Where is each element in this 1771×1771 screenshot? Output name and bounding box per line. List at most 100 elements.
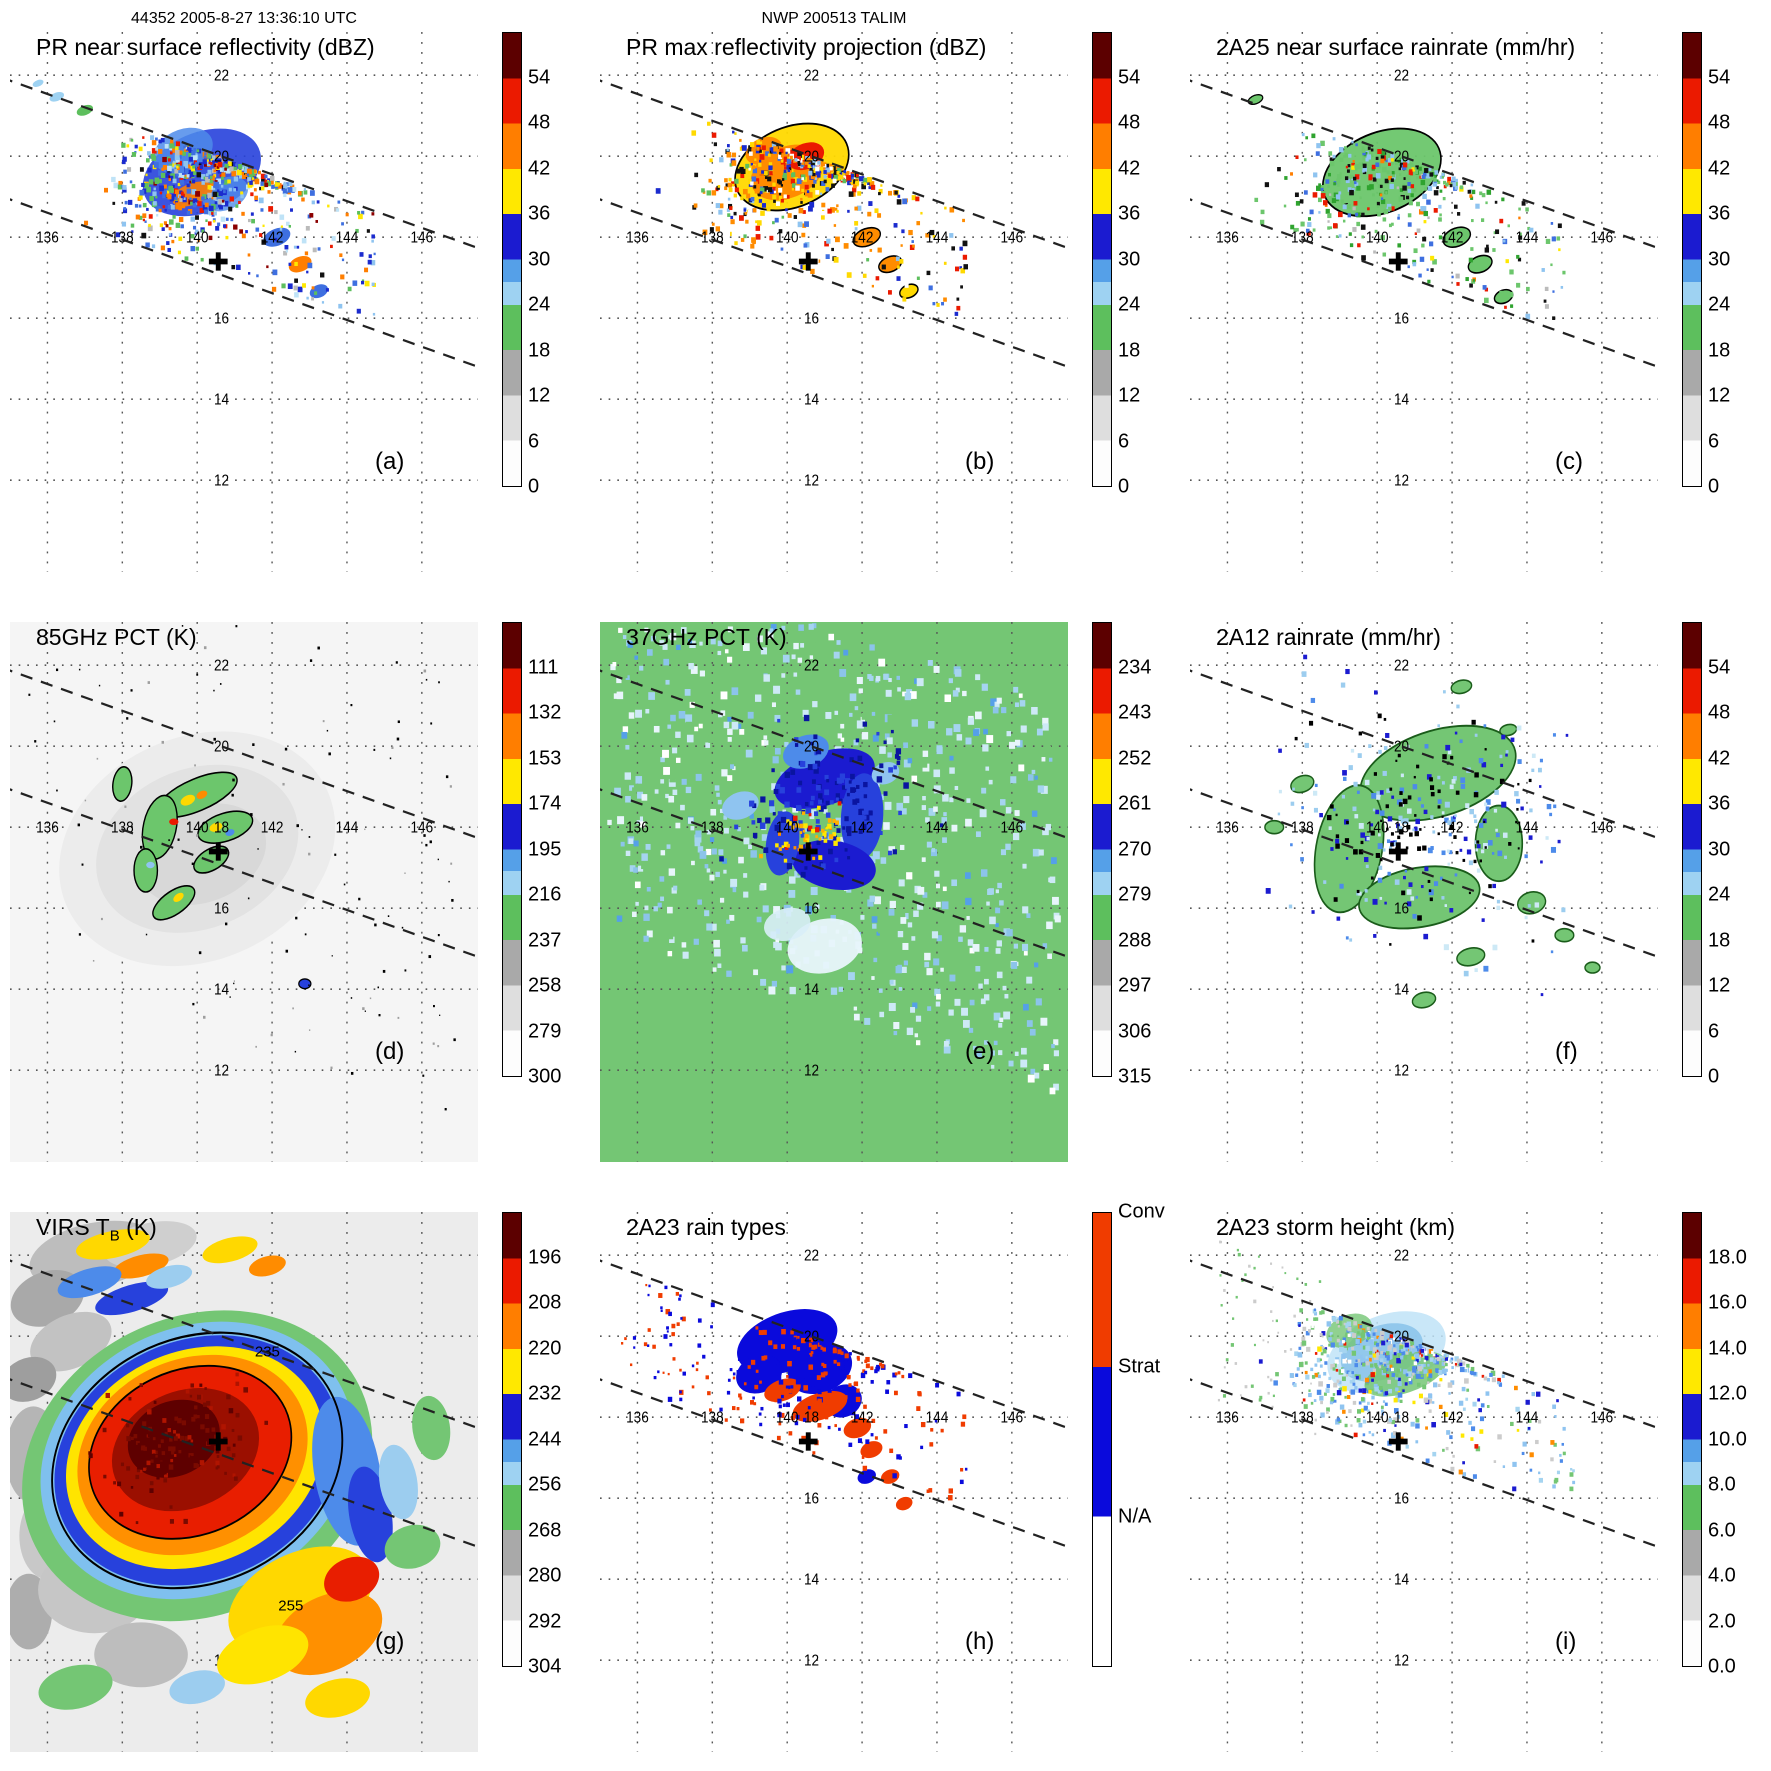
svg-text:140: 140 <box>186 820 209 837</box>
svg-text:142: 142 <box>261 230 284 247</box>
colorbar-tick-label: 10.0 <box>1708 1428 1747 1450</box>
svg-text:144: 144 <box>1516 1410 1539 1427</box>
svg-text:146: 146 <box>1001 1410 1024 1427</box>
panel-title-g: VIRS TB (K) <box>36 1214 157 1245</box>
colorbar-tick-label: 315 <box>1118 1065 1152 1088</box>
map-a: 136 138 140 142 144 146 22 20 16 14 12 PR near surf… <box>10 32 478 572</box>
colorbar-tick-label: 0 <box>1118 475 1130 498</box>
swath-edge-lines <box>600 79 1068 368</box>
map-canvas-h: 136 138 140 142 144 146 22 20 18 16 14 12 <box>600 1212 1068 1752</box>
svg-text:136: 136 <box>626 1410 649 1427</box>
map-i: 136 138 140 142 144 146 22 20 18 16 14 12 2A23 storm… <box>1190 1212 1658 1752</box>
colorbar-tick-label: 48 <box>528 111 551 134</box>
panel-title-i: 2A23 storm height (km) <box>1216 1214 1456 1240</box>
colorbar-tick-label: 195 <box>528 838 562 860</box>
map-canvas-a: 136 138 140 142 144 146 22 20 16 14 12 <box>10 32 478 572</box>
svg-text:144: 144 <box>1516 230 1539 247</box>
contour-label: 235 <box>254 1343 280 1361</box>
svg-text:22: 22 <box>804 68 819 85</box>
svg-text:146: 146 <box>1001 820 1024 837</box>
panel-d: 136 138 140 142 144 146 22 20 18 16 14 12 85GHz PCT … <box>10 622 595 1207</box>
graticule-labels: 136 138 140 142 144 146 22 20 18 16 14 12 <box>626 1248 1023 1670</box>
colorbar-tick-label: 42 <box>1708 747 1731 769</box>
svg-text:20: 20 <box>1394 739 1409 756</box>
colorbar-tick-label: 174 <box>528 792 562 815</box>
colorbar-tick-label: 24 <box>1708 293 1731 316</box>
svg-text:136: 136 <box>1216 230 1239 247</box>
colorbar-tick-label: 54 <box>528 66 551 88</box>
panel-i: 136 138 140 142 144 146 22 20 18 16 14 12 2A23 storm… <box>1190 1212 1771 1771</box>
colorbar-tick-label: 24 <box>528 293 551 316</box>
colorbar-ticks-a: 54 48 42 36 30 24 18 12 6 0 <box>528 32 598 498</box>
svg-text:16: 16 <box>1394 1491 1409 1508</box>
colorbar-tick-label: 111 <box>528 656 559 678</box>
colorbar-tick-label: 6 <box>1708 430 1720 452</box>
panel-title-a: PR near surface reflectivity (dBZ) <box>36 34 375 60</box>
map-canvas-e: 136 138 140 142 144 146 22 20 16 14 12 <box>600 622 1068 1162</box>
map-canvas-b: 136 138 140 142 144 146 22 20 16 14 12 <box>600 32 1068 572</box>
svg-text:146: 146 <box>1591 820 1614 837</box>
svg-text:20: 20 <box>1394 149 1409 166</box>
graticule-labels: 136 138 140 142 144 146 22 20 16 14 12 <box>626 658 1023 1080</box>
grid-lines <box>1190 32 1658 572</box>
svg-text:140: 140 <box>186 230 209 247</box>
grid-lines <box>600 32 1068 572</box>
graticule-labels: 136 138 140 142 144 146 22 20 16 14 12 <box>626 68 1023 490</box>
colorbar-a <box>502 32 522 487</box>
svg-text:146: 146 <box>411 230 434 247</box>
svg-text:20: 20 <box>214 739 229 756</box>
storm-center-marker <box>1388 842 1408 861</box>
svg-text:18: 18 <box>804 1410 819 1427</box>
svg-text:16: 16 <box>804 311 819 328</box>
svg-text:136: 136 <box>1216 820 1239 837</box>
colorbar-tick-label: 12.0 <box>1708 1382 1747 1405</box>
storm-center-marker <box>208 252 228 271</box>
colorbar-tick-label: 279 <box>528 1020 562 1042</box>
grid-lines <box>600 622 1068 1162</box>
swath-edge-lines <box>600 669 1068 958</box>
panel-letter-c: (c) <box>1555 447 1584 475</box>
colorbar-tick-label: 0 <box>1708 475 1720 498</box>
colorbar-tick-label: 279 <box>1118 883 1152 906</box>
svg-text:12: 12 <box>1394 1653 1409 1670</box>
svg-text:144: 144 <box>336 820 359 837</box>
colorbar-ticks-h: Conv Strat N/A <box>1118 1201 1188 1667</box>
orbit-datetime-header: 44352 2005-8-27 13:36:10 UTC <box>131 10 357 27</box>
svg-text:18: 18 <box>1394 1410 1409 1427</box>
colorbar-ticks-e: 234 243 252 261 270 279 288 297 306 315 <box>1118 622 1188 1088</box>
panel-letter-h: (h) <box>965 1627 995 1655</box>
colorbar-tick-label: 42 <box>1708 157 1731 179</box>
svg-text:22: 22 <box>214 658 229 675</box>
colorbar-tick-label: 258 <box>528 974 562 997</box>
svg-text:14: 14 <box>1394 392 1409 409</box>
colorbar-tick-label: 6 <box>1118 430 1130 452</box>
svg-text:142: 142 <box>851 1410 874 1427</box>
colorbar-tick-label: 18 <box>528 339 551 361</box>
colorbar-tick-label: 36 <box>1118 202 1141 225</box>
svg-text:22: 22 <box>1394 1248 1409 1265</box>
colorbar-d <box>502 622 522 1077</box>
map-canvas-d: 136 138 140 142 144 146 22 20 18 16 14 12 <box>10 622 478 1162</box>
colorbar-tick-label: 261 <box>1118 792 1152 815</box>
svg-text:138: 138 <box>701 820 724 837</box>
colorbar-tick-label: 42 <box>1118 157 1141 179</box>
colorbar-tick-label: 42 <box>528 157 551 179</box>
map-c: 136 138 140 142 144 146 22 20 16 14 12 2A25 near su… <box>1190 32 1658 572</box>
svg-text:136: 136 <box>1216 1410 1239 1427</box>
svg-text:16: 16 <box>804 1491 819 1508</box>
panel-title-d: 85GHz PCT (K) <box>36 624 197 650</box>
map-canvas-i: 136 138 140 142 144 146 22 20 18 16 14 12 <box>1190 1212 1658 1752</box>
storm-name-header: NWP 200513 TALIM <box>761 10 907 27</box>
svg-text:22: 22 <box>1394 658 1409 675</box>
colorbar-tick-label: 54 <box>1708 66 1731 88</box>
colorbar-tick-label: 16.0 <box>1708 1291 1747 1314</box>
colorbar-tick-label: 288 <box>1118 929 1152 951</box>
svg-text:146: 146 <box>1591 230 1614 247</box>
colorbar-tick-label: 244 <box>528 1428 562 1450</box>
swath-edge-lines <box>10 1259 478 1548</box>
colorbar-tick-label: 36 <box>1708 202 1731 225</box>
svg-text:146: 146 <box>411 820 434 837</box>
svg-text:142: 142 <box>1441 230 1464 247</box>
colorbar-tick-label: 132 <box>528 701 562 724</box>
